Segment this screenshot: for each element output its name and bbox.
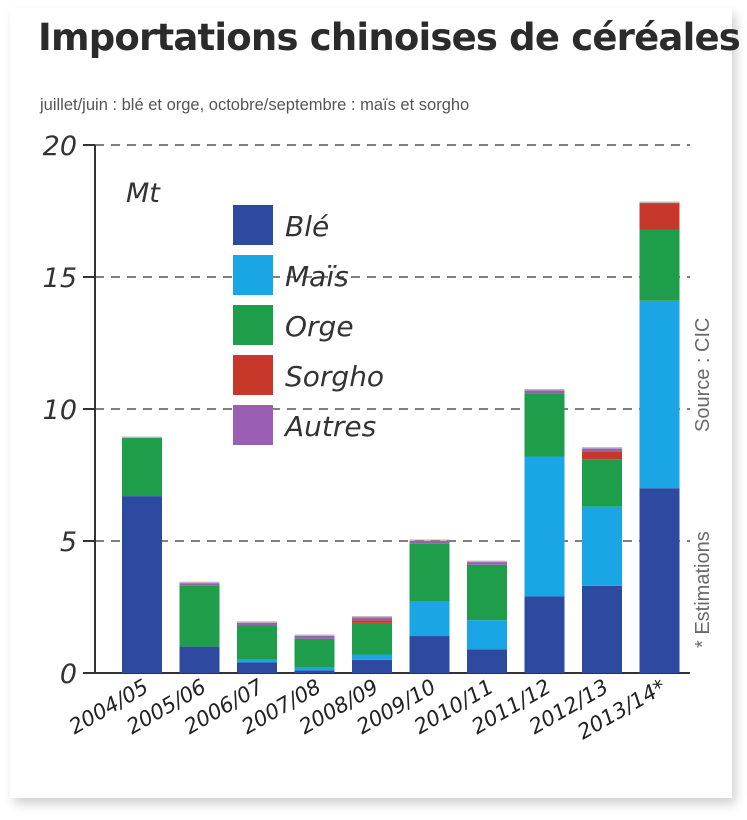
bar-top-edge	[639, 201, 680, 204]
bar-top-edge	[582, 447, 622, 449]
source-note: Source : CIC	[692, 318, 714, 432]
unit-label: Mt	[126, 178, 161, 209]
bar-segment-maïs	[237, 659, 277, 663]
bar-stack	[179, 581, 220, 673]
bar-segment-sorgho	[639, 203, 680, 230]
bar-segment-blé	[467, 649, 507, 673]
bar-stack	[409, 539, 450, 673]
bar-segment-blé	[237, 662, 277, 673]
y-tick-label: 5	[60, 527, 77, 558]
legend-swatch-autres	[233, 405, 273, 445]
bar-segment-autres	[582, 448, 622, 452]
bar-segment-maïs	[467, 620, 507, 650]
bar-segment-autres	[294, 636, 335, 639]
bar-stack	[237, 621, 277, 673]
bar-top-edge	[524, 389, 565, 391]
bar-stacks	[122, 201, 680, 673]
bar-stack	[524, 389, 565, 673]
bar-segment-sorgho	[352, 620, 392, 623]
legend-label-orge: Orge	[285, 310, 354, 343]
bar-segment-autres	[179, 583, 220, 586]
bar-segment-autres	[409, 541, 450, 544]
bar-top-edge	[179, 581, 220, 584]
legend-swatch-sorgho	[233, 355, 273, 395]
bar-segment-autres	[237, 622, 277, 626]
bar-segment-autres	[467, 562, 507, 565]
bar-segment-sorgho	[582, 451, 622, 460]
bar-top-edge	[467, 560, 507, 563]
bar-stack	[294, 634, 335, 673]
bar-stack	[639, 201, 680, 673]
bar-segment-blé	[294, 670, 335, 673]
y-axis-ticks: 0 5 10 15 20	[43, 131, 690, 690]
chart-subtitle: juillet/juin : blé et orge, octobre/sept…	[40, 96, 470, 114]
x-axis-labels: 2004/052005/062006/072007/082008/092009/…	[65, 674, 670, 744]
bar-segment-maïs	[524, 456, 565, 597]
bar-segment-orge	[352, 622, 392, 655]
bar-segment-blé	[524, 596, 565, 673]
bar-segment-maïs	[582, 506, 622, 586]
bar-segment-orge	[409, 543, 450, 602]
bar-segment-maïs	[352, 654, 392, 660]
bar-segment-maïs	[409, 601, 450, 637]
bar-segment-autres	[524, 390, 565, 394]
bar-segment-orge	[582, 459, 622, 507]
bar-segment-blé	[639, 488, 680, 673]
y-tick-label: 20	[43, 131, 77, 162]
bar-segment-blé	[582, 585, 622, 673]
grid-lines	[95, 144, 690, 542]
bar-top-edge	[122, 436, 162, 439]
bar-stack	[122, 436, 162, 673]
legend-swatch-orge	[233, 305, 273, 345]
bar-top-edge	[294, 634, 335, 637]
legend-swatch-maïs	[233, 255, 273, 295]
legend-label-autres: Autres	[283, 410, 376, 443]
bar-segment-maïs	[639, 300, 680, 489]
y-tick-label: 10	[43, 395, 77, 426]
bar-segment-orge	[639, 229, 680, 301]
legend-label-sorgho: Sorgho	[285, 360, 384, 393]
bar-segment-blé	[352, 659, 392, 673]
legend-label-blé: Blé	[285, 210, 329, 243]
bar-segment-blé	[122, 496, 162, 673]
bar-segment-blé	[409, 636, 450, 673]
bar-segment-blé	[179, 646, 220, 673]
bar-segment-orge	[467, 564, 507, 621]
bar-top-edge	[237, 621, 277, 623]
bar-stack	[467, 560, 507, 673]
bar-segment-orge	[179, 585, 220, 647]
bar-top-edge	[352, 616, 392, 618]
bar-stack	[352, 616, 392, 673]
y-tick-label: 15	[43, 263, 77, 294]
bar-segment-orge	[122, 438, 162, 497]
chart-title: Importations chinoises de céréales	[38, 16, 741, 59]
bar-segment-orge	[524, 393, 565, 457]
legend-label-maïs: Maïs	[285, 260, 349, 293]
bar-segment-orge	[294, 638, 335, 668]
legend-swatch-blé	[233, 205, 273, 245]
bar-segment-autres	[352, 617, 392, 621]
bar-segment-orge	[237, 625, 277, 660]
estimate-note: * Estimations	[692, 531, 714, 648]
legend: Blé Maïs Orge Sorgho Autres	[233, 205, 384, 445]
bar-top-edge	[409, 539, 450, 541]
y-tick-label: 0	[60, 659, 77, 690]
bar-stack	[582, 447, 622, 673]
bar-segment-maïs	[294, 667, 335, 671]
